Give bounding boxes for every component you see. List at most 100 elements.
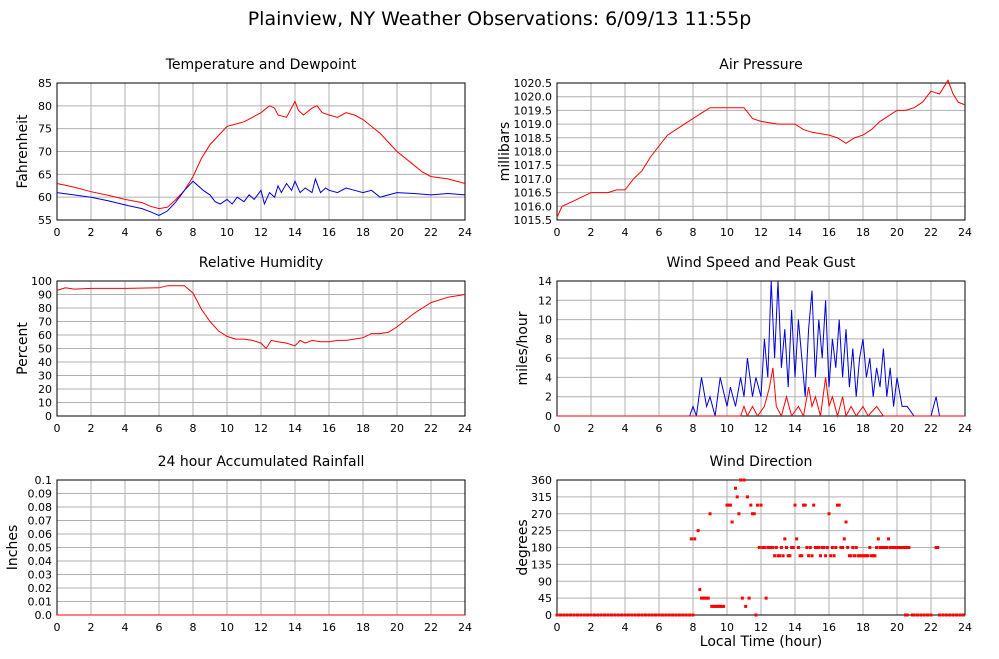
data-point [805,546,809,549]
data-point [887,537,890,541]
y-tick-label: 0.09 [28,488,53,501]
data-point [565,613,569,617]
x-tick-label: 16 [822,226,836,239]
x-tick-label: 8 [190,621,197,634]
data-point [739,478,743,482]
data-point [832,554,836,558]
data-point [817,546,821,549]
data-point [744,604,748,608]
data-point [693,537,697,541]
plot-title-temp: Temperature and Dewpoint [165,57,357,73]
x-tick-label: 14 [788,621,802,634]
data-point [842,537,846,541]
y-tick-label: 80 [38,302,52,315]
data-point [905,546,909,549]
x-tick-label: 2 [88,422,95,435]
data-point [586,613,590,617]
data-point [824,554,828,558]
y-tick-label: 270 [531,508,552,521]
x-tick-label: 24 [958,422,972,435]
y-tick-label: 85 [38,77,52,90]
x-tick-label: 18 [856,422,870,435]
data-point [936,546,940,549]
data-point [883,546,887,549]
data-point [948,613,952,617]
data-point [737,512,741,516]
data-point [633,613,637,617]
y-tick-label: 0.08 [28,501,53,514]
y-tick-label: 55 [38,214,52,227]
data-point [807,554,811,558]
data-point [859,554,863,558]
data-point [897,546,901,549]
data-point [674,613,678,617]
data-point [779,546,783,549]
data-point [681,613,685,617]
data-point [951,613,955,617]
x-tick-label: 12 [254,621,268,634]
data-point [783,537,787,541]
data-point [955,613,958,617]
y-tick-label: 1018.5 [514,132,553,145]
data-point [800,554,804,558]
data-point [562,613,566,617]
data-point [637,613,641,617]
data-point [781,554,785,558]
data-point [871,554,875,558]
y-axis-label-direction: degrees [515,519,531,575]
data-point [613,613,617,617]
data-point [822,546,826,549]
x-tick-label: 22 [924,422,938,435]
x-tick-label: 4 [622,226,629,239]
x-tick-label: 22 [924,226,938,239]
x-tick-label: 4 [622,621,629,634]
data-point [671,613,675,617]
y-tick-label: 0.02 [28,582,53,595]
y-tick-label: 315 [531,491,552,504]
data-point [752,512,756,516]
data-point [900,546,904,549]
x-tick-label: 10 [220,621,234,634]
y-tick-label: 1019.5 [514,104,553,117]
data-point [846,546,850,549]
data-point [691,613,695,617]
main-title: Plainview, NY Weather Observations: 6/09… [247,8,752,30]
data-point [813,546,817,549]
x-tick-label: 16 [322,226,336,239]
x-tick-label: 10 [720,226,734,239]
data-point [701,596,705,600]
x-tick-label: 22 [424,621,438,634]
data-point [778,554,782,558]
x-tick-label: 8 [690,422,697,435]
plot-frame [556,280,966,417]
x-tick-label: 0 [54,226,61,239]
data-point [599,613,603,617]
x-tick-label: 2 [588,422,595,435]
y-tick-label: 0 [545,410,552,423]
y-axis-label-humidity: Percent [15,322,31,375]
data-point [841,546,845,549]
y-tick-label: 30 [38,370,52,383]
data-point [572,613,576,617]
data-point [856,554,860,558]
x-tick-label: 20 [890,226,904,239]
series-line-wind-0 [557,280,965,417]
x-tick-label: 20 [390,621,404,634]
data-point [847,554,851,558]
data-point [742,478,746,482]
data-point [905,613,909,617]
data-point [885,546,889,549]
plot-title-wind: Wind Speed and Peak Gust [667,255,856,271]
data-point [773,554,777,558]
data-point [915,613,919,617]
x-tick-label: 16 [322,621,336,634]
data-point [761,546,765,549]
data-point [698,588,702,591]
x-tick-label: 0 [54,422,61,435]
x-tick-label: 4 [122,621,129,634]
data-point [785,546,788,549]
data-point [849,554,853,558]
y-tick-label: 225 [531,525,552,538]
data-point [626,613,630,617]
data-point [881,546,885,549]
